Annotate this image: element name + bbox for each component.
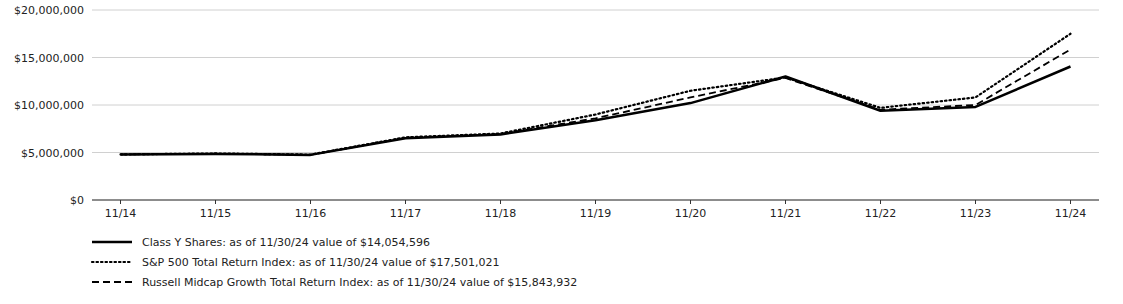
x-tick xyxy=(310,200,311,204)
legend-swatch xyxy=(92,241,132,244)
x-tick xyxy=(500,200,501,204)
x-tick-label: 11/16 xyxy=(295,207,327,220)
x-tick xyxy=(690,200,691,204)
chart: $0 $5,000,000 $10,000,000 $15,000,000 $20,00… xyxy=(0,0,1123,304)
grid-line xyxy=(92,57,1099,58)
y-tick-label: $10,000,000 xyxy=(14,99,84,112)
y-tick-label: $15,000,000 xyxy=(14,52,84,65)
x-tick xyxy=(120,200,121,204)
x-axis: 11/14 11/15 11/16 11/17 11/18 11/19 11/20 11/21… xyxy=(92,200,1099,220)
x-tick xyxy=(215,200,216,204)
series-line xyxy=(121,34,1071,155)
x-tick xyxy=(785,200,786,204)
series-lines xyxy=(121,34,1071,155)
x-tick-label: 11/20 xyxy=(675,207,707,220)
grid-line xyxy=(92,10,1099,11)
grid-line xyxy=(92,105,1099,106)
legend-label: Class Y Shares: as of 11/30/24 value of … xyxy=(142,236,430,249)
x-tick xyxy=(975,200,976,204)
x-tick-label: 11/15 xyxy=(200,207,232,220)
legend-label: Russell Midcap Growth Total Return Index… xyxy=(142,276,577,289)
series-line xyxy=(121,49,1071,154)
series-line xyxy=(121,66,1071,154)
x-tick xyxy=(880,200,881,204)
x-tick-label: 11/23 xyxy=(960,207,992,220)
x-tick-label: 11/14 xyxy=(105,207,137,220)
x-tick-label: 11/19 xyxy=(580,207,612,220)
x-tick-label: 11/18 xyxy=(485,207,517,220)
x-tick-label: 11/24 xyxy=(1055,207,1087,220)
x-tick-label: 11/21 xyxy=(770,207,802,220)
legend-label: S&P 500 Total Return Index: as of 11/30/… xyxy=(142,256,499,269)
x-tick-label: 11/22 xyxy=(865,207,897,220)
legend-swatch xyxy=(92,281,132,283)
legend-swatch xyxy=(92,261,132,263)
y-axis: $0 $5,000,000 $10,000,000 $15,000,000 $20,00… xyxy=(14,4,84,207)
x-tick xyxy=(405,200,406,204)
y-tick-label: $0 xyxy=(70,194,84,207)
y-tick-label: $5,000,000 xyxy=(21,147,84,160)
x-tick xyxy=(1070,200,1071,204)
y-grid xyxy=(92,10,1099,200)
x-tick-label: 11/17 xyxy=(390,207,422,220)
y-tick-label: $20,000,000 xyxy=(14,4,84,17)
x-tick xyxy=(595,200,596,204)
legend: Class Y Shares: as of 11/30/24 value of … xyxy=(92,236,577,289)
